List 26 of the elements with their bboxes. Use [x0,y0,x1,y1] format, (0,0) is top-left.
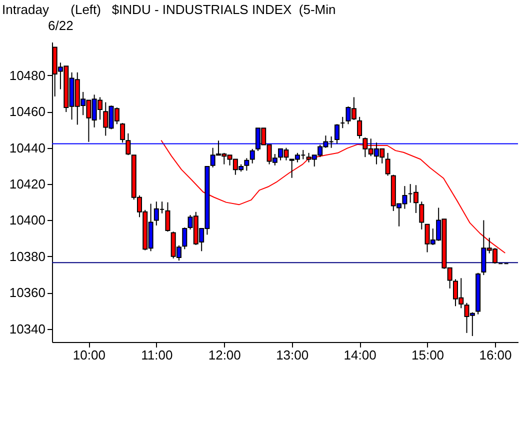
candlestick [182,226,188,250]
y-tick-label: 10440 [9,140,46,156]
candlestick [244,158,250,172]
y-tick-label: 10380 [9,248,46,264]
y-tick-label: 10420 [9,176,46,192]
chart-subtitle: 6/22 [48,18,74,33]
candlestick [120,122,126,144]
candlestick [419,201,424,230]
candlestick [165,202,170,232]
candlestick [250,148,255,164]
x-tick-label: 12:00 [208,348,241,362]
candlestick [126,132,131,156]
x-tick-label: 13:00 [276,348,309,362]
x-tick-label: 14:00 [344,348,376,362]
x-tick-label: 11:00 [141,348,173,362]
candlestick [385,152,390,176]
y-tick-label: 10460 [9,104,46,120]
x-tick-label: 15:00 [411,348,444,362]
candlestick [357,116,362,140]
x-tick-label: 16:00 [479,348,512,362]
y-tick-label: 10340 [9,321,46,336]
x-tick-label: 10:00 [72,348,106,362]
y-tick-label: 10400 [9,212,46,228]
chart-title: Intraday (Left) $INDU - INDUSTRIALS INDEX (5-Min [2,2,336,17]
y-tick-label: 10480 [9,68,46,83]
y-tick-label: 10360 [9,285,46,300]
